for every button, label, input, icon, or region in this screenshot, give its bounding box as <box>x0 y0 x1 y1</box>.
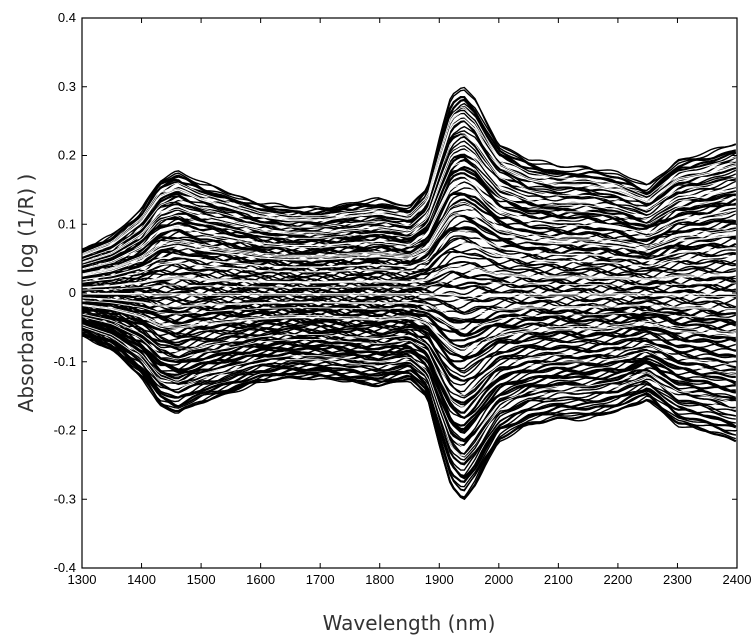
spectrum-gap-line <box>81 300 736 331</box>
spectrum-line <box>81 314 736 386</box>
y-tick-label: 0.4 <box>58 10 76 25</box>
spectrum-gap-line <box>81 214 736 277</box>
spectrum-line <box>81 333 737 498</box>
spectrum-gap-line <box>81 297 736 317</box>
y-tick-label: 0.3 <box>58 79 76 94</box>
spectrum-line <box>81 86 737 252</box>
y-tick-label: -0.4 <box>54 560 76 575</box>
spectrum-gap-line <box>81 202 736 275</box>
y-tick-label: -0.3 <box>54 491 76 506</box>
spectrum-gap-line <box>81 151 736 264</box>
spectrum-gap-line <box>81 206 736 275</box>
x-axis-ticks: 1300 1400 1500 1600 1700 1800 1900 2000 2100 2200… <box>68 18 752 587</box>
x-tick-label: 1900 <box>425 572 454 587</box>
spectrum-line <box>81 305 736 351</box>
spectrum-line <box>81 213 737 276</box>
y-axis-title: Absorbance ( log (1/R) ) <box>14 174 38 413</box>
spectrum-gap-line <box>81 269 736 289</box>
x-axis-title: Wavelength (nm) <box>323 611 496 635</box>
spectrum-gap-line <box>81 316 736 408</box>
spectrum-line <box>81 165 737 268</box>
spectrum-line <box>81 248 736 283</box>
spectrum-line <box>81 325 736 447</box>
spectrum-line <box>81 198 737 274</box>
x-tick-label: 2400 <box>723 572 752 587</box>
spectrum-line <box>81 300 737 331</box>
spectrum-gap-line <box>81 116 736 257</box>
spectrum-gap-line <box>81 134 736 260</box>
spectrum-gap-line <box>82 293 736 297</box>
spectrum-gap-line <box>81 147 736 263</box>
x-tick-label: 1300 <box>68 572 97 587</box>
spectrum-line <box>81 296 737 337</box>
spectrum-line <box>81 324 737 455</box>
spectrum-gap-line <box>81 324 736 447</box>
y-tick-label: 0.1 <box>58 216 76 231</box>
spectrum-gap-line <box>81 178 736 270</box>
spectrum-gap-line <box>81 279 736 291</box>
spectrum-gap-line <box>81 111 736 256</box>
y-tick-label: 0 <box>69 285 76 300</box>
y-tick-label: -0.2 <box>54 423 76 438</box>
spectrum-line <box>81 192 736 272</box>
spectrum-gap-line <box>81 212 736 277</box>
spectra-curves <box>81 86 737 501</box>
spectrum-gap-line <box>81 242 736 283</box>
spectrum-line <box>81 241 737 287</box>
spectrum-line <box>81 220 737 281</box>
spectrum-line <box>81 327 737 480</box>
spectrum-line <box>81 279 737 296</box>
x-tick-label: 2300 <box>663 572 692 587</box>
spectrum-line <box>81 96 736 250</box>
spectrum-gap-line <box>81 208 736 276</box>
spectrum-gap-line <box>81 297 736 319</box>
spectrum-gap-line <box>81 293 736 300</box>
spectrum-gap-line <box>81 313 736 396</box>
x-tick-label: 2200 <box>603 572 632 587</box>
x-tick-label: 2100 <box>544 572 573 587</box>
spectrum-gap-line <box>81 106 736 255</box>
spectrum-gap-line <box>81 326 736 457</box>
spectrum-line <box>81 289 737 303</box>
spectrum-line <box>81 320 736 427</box>
spectrum-line <box>81 203 737 278</box>
spectrum-line <box>81 327 736 466</box>
spectrum-gap-line <box>81 267 736 288</box>
spectrum-line <box>81 308 737 378</box>
spectrum-line <box>81 255 736 289</box>
spectrum-gap-line <box>81 231 736 281</box>
spectrum-gap-line <box>81 305 736 356</box>
x-tick-label: 1600 <box>246 572 275 587</box>
x-tick-label: 2000 <box>484 572 513 587</box>
spectrum-gap-line <box>81 230 736 281</box>
spectrum-line <box>81 98 737 256</box>
spectrum-gap-line <box>81 266 736 288</box>
spectrum-gap-line <box>81 161 736 266</box>
spectrum-line <box>81 270 736 292</box>
x-tick-label: 1500 <box>187 572 216 587</box>
x-tick-label: 1700 <box>306 572 335 587</box>
spectrum-gap-line <box>81 304 736 354</box>
y-axis-ticks: -0.4 -0.3 -0.2 -0.1 0 0.1 0.2 0.3 0.4 <box>54 10 737 575</box>
y-tick-label: -0.1 <box>54 354 76 369</box>
spectrum-gap-line <box>81 119 736 257</box>
spectrum-gap-line <box>81 183 736 271</box>
x-tick-label: 1400 <box>127 572 156 587</box>
spectrum-gap-line <box>81 304 736 350</box>
y-tick-label: 0.2 <box>58 148 76 163</box>
x-tick-label: 1800 <box>365 572 394 587</box>
spectrum-line <box>81 320 737 441</box>
